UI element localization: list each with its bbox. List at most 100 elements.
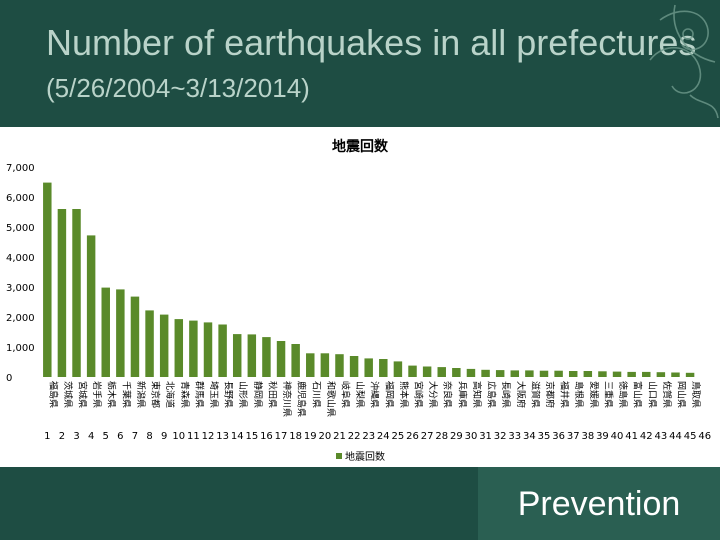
x-category-label: 群馬県 bbox=[193, 381, 205, 408]
title-sub: (5/26/2004~3/13/2014) bbox=[46, 73, 310, 103]
x-category-label: 鳥取県 bbox=[690, 381, 702, 408]
x-category-label: 三重県 bbox=[602, 381, 614, 408]
bar bbox=[525, 370, 534, 377]
bar bbox=[159, 314, 169, 377]
bar bbox=[408, 365, 417, 377]
x-category-label: 秋田県 bbox=[266, 381, 278, 408]
x-index-label: 19 bbox=[304, 431, 317, 442]
chart-title: 地震回数 bbox=[332, 138, 389, 155]
x-category-label: 宮崎県 bbox=[413, 381, 425, 408]
bar bbox=[262, 337, 271, 377]
x-index-label: 7 bbox=[132, 431, 138, 442]
x-index-label: 39 bbox=[596, 431, 609, 442]
slide-title: Number of earthquakes in all prefectures… bbox=[46, 22, 696, 109]
x-category-label: 千葉県 bbox=[120, 381, 132, 408]
x-index-label: 23 bbox=[362, 431, 375, 442]
x-index-label: 15 bbox=[245, 431, 258, 442]
x-category-label: 神奈川県 bbox=[281, 381, 293, 417]
x-category-label: 京都府 bbox=[544, 381, 556, 408]
x-index-label: 21 bbox=[333, 431, 346, 442]
x-category-label: 新潟県 bbox=[135, 381, 147, 408]
bar bbox=[495, 370, 505, 377]
bar bbox=[116, 289, 125, 377]
x-category-label: 広島県 bbox=[486, 381, 498, 408]
y-tick-label: 5,000 bbox=[6, 223, 35, 234]
x-category-label: 山口県 bbox=[646, 381, 657, 408]
bar bbox=[422, 366, 432, 377]
bar bbox=[510, 370, 520, 377]
x-category-label: 沖縄県 bbox=[369, 381, 381, 408]
y-tick-label: 6,000 bbox=[6, 193, 35, 204]
legend: 地震回数 bbox=[336, 450, 385, 463]
x-index-label: 37 bbox=[567, 431, 580, 442]
x-index-label: 42 bbox=[640, 431, 653, 442]
prevention-label: Prevention bbox=[517, 485, 681, 523]
x-index-label: 1 bbox=[44, 431, 50, 442]
x-category-label: 佐賀県 bbox=[661, 381, 673, 408]
x-index-label: 13 bbox=[216, 431, 229, 442]
prevention-box bbox=[478, 467, 720, 540]
x-category-label: 徳島県 bbox=[617, 381, 629, 408]
x-index-label: 44 bbox=[669, 431, 682, 442]
x-category-label: 栃木県 bbox=[106, 381, 118, 408]
bar bbox=[72, 209, 81, 377]
bar bbox=[554, 370, 563, 377]
bar bbox=[671, 372, 680, 377]
x-category-label: 岐阜県 bbox=[339, 381, 351, 408]
x-index-label: 17 bbox=[275, 431, 288, 442]
x-category-label: 埼玉県 bbox=[208, 381, 220, 408]
bar bbox=[349, 356, 359, 377]
x-index-label: 10 bbox=[172, 431, 185, 442]
x-index-label: 5 bbox=[103, 431, 109, 442]
bars bbox=[43, 182, 695, 377]
x-category-label: 福島県 bbox=[47, 381, 59, 408]
x-category-label: 熊本県 bbox=[398, 381, 410, 408]
x-index-label: 25 bbox=[392, 431, 405, 442]
x-index-label: 28 bbox=[435, 431, 448, 442]
bar bbox=[203, 322, 213, 377]
x-category-label: 北海道 bbox=[164, 381, 176, 408]
bar bbox=[627, 371, 636, 377]
x-index-label: 18 bbox=[289, 431, 302, 442]
decorative-flourish-icon bbox=[649, 4, 719, 119]
y-tick-label: 7,000 bbox=[6, 163, 35, 174]
bar bbox=[291, 344, 300, 377]
x-index-label: 3 bbox=[73, 431, 79, 442]
y-tick-label: 2,000 bbox=[6, 313, 35, 324]
x-category-label: 山梨県 bbox=[354, 381, 366, 408]
x-index-label: 14 bbox=[231, 431, 244, 442]
x-category-label: 大阪府 bbox=[515, 381, 527, 408]
x-index-label: 31 bbox=[479, 431, 492, 442]
bar bbox=[130, 296, 140, 377]
x-category-label: 長野県 bbox=[223, 381, 234, 408]
bar bbox=[247, 334, 257, 377]
x-index-label: 45 bbox=[684, 431, 697, 442]
x-index-label: 46 bbox=[698, 431, 711, 442]
footer-band bbox=[0, 467, 478, 540]
x-category-label: 島根県 bbox=[573, 381, 585, 408]
x-index-label: 29 bbox=[450, 431, 463, 442]
x-category-label: 岩手県 bbox=[91, 381, 103, 408]
bar bbox=[452, 368, 461, 377]
x-category-label: 山形県 bbox=[237, 381, 249, 408]
x-category-label: 和歌山県 bbox=[325, 381, 337, 417]
x-category-label: 石川県 bbox=[310, 381, 321, 408]
x-index-label: 27 bbox=[421, 431, 434, 442]
x-index-label: 12 bbox=[202, 431, 215, 442]
x-index-label: 20 bbox=[319, 431, 332, 442]
bar bbox=[598, 371, 607, 377]
bar bbox=[43, 182, 52, 377]
bar bbox=[568, 371, 578, 377]
x-index-label: 9 bbox=[161, 431, 167, 442]
bar bbox=[306, 353, 315, 377]
legend-swatch bbox=[336, 453, 342, 459]
bar bbox=[612, 371, 622, 377]
x-index-label: 41 bbox=[625, 431, 638, 442]
x-index-label: 30 bbox=[465, 431, 478, 442]
x-index-label: 35 bbox=[538, 431, 551, 442]
bar bbox=[335, 354, 344, 377]
x-category-label: 富山県 bbox=[632, 381, 644, 408]
x-category-label: 大分県 bbox=[427, 381, 439, 408]
bar bbox=[86, 235, 96, 377]
bar bbox=[466, 368, 476, 377]
